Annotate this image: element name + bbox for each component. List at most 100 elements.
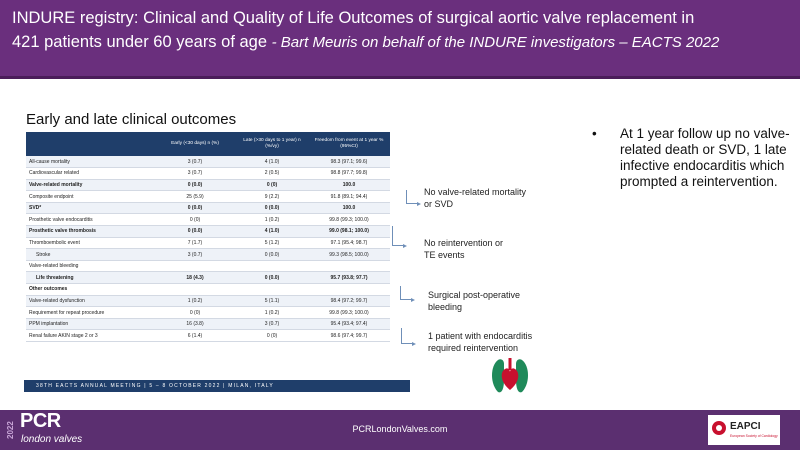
bracket-arrow [392, 226, 407, 248]
cell-early: 0 (0.0) [154, 225, 236, 238]
cell-late: 0 (0.0) [236, 202, 308, 215]
cell-early: 3 (0.7) [154, 248, 236, 261]
cell-freedom [308, 283, 390, 296]
annotation-note: No valve-related mortality or SVD [424, 186, 526, 210]
congress-banner: 38TH EACTS ANNUAL MEETING | 5 – 8 OCTOBE… [24, 380, 410, 392]
row-label: Prosthetic valve thrombosis [26, 225, 154, 238]
cell-freedom: 99.8 (99.3; 100.0) [308, 306, 390, 319]
cell-late: 1 (0.2) [236, 213, 308, 227]
embedded-slide: Early and late clinical outcomes Early (… [24, 108, 410, 392]
cell-freedom: 95.7 (93.8; 97.7) [308, 271, 390, 285]
header-title-line-1: INDURE registry: Clinical and Quality of… [12, 9, 695, 27]
table-row: SVD* 0 (0.0) 0 (0.0) 100.0 [26, 202, 390, 215]
table-row: Valve-related bleeding [26, 260, 390, 273]
table-header-row: Early (<30 days) n (%) Late (>30 days to… [26, 132, 390, 156]
cell-late: 0 (0) [236, 179, 308, 192]
table-row: Prosthetic valve endocarditis 0 (0) 1 (0.2… [26, 213, 390, 227]
cell-early: 16 (3.8) [154, 318, 236, 331]
cell-freedom [308, 260, 390, 273]
cell-early: 18 (4.3) [154, 271, 236, 285]
arrow-head-icon [417, 202, 421, 206]
table-row: Stroke 3 (0.7) 0 (0.0) 99.3 (98.5; 100.0) [26, 248, 390, 261]
row-label: Valve-related dysfunction [26, 295, 154, 308]
table-row: All-cause mortality 3 (0.7) 4 (1.0) 98.3 (9… [26, 156, 390, 169]
table-row: Cardiovascular related 3 (0.7) 2 (0.5) 98.8… [26, 167, 390, 180]
bracket-arrow [406, 190, 421, 206]
cell-late: 4 (1.0) [236, 225, 308, 238]
arrow-head-icon [412, 342, 416, 346]
eapci-logo-text: EAPCI [730, 421, 761, 432]
cell-early: 0 (0) [154, 213, 236, 227]
row-label: Composite endpoint [26, 190, 154, 203]
column-header [26, 132, 154, 156]
row-label: Cardiovascular related [26, 167, 154, 180]
annotation-note: No reintervention or TE events [424, 237, 503, 261]
cell-early: 0 (0) [154, 306, 236, 319]
note-line: required reintervention [428, 343, 519, 353]
row-label: Valve-related bleeding [26, 260, 154, 273]
row-label: Stroke [26, 248, 154, 261]
footer-bar: 2022 PCR london valves PCRLondonValves.c… [0, 410, 800, 450]
cell-early [154, 260, 236, 273]
cell-late [236, 283, 308, 296]
bracket-arrow [400, 286, 415, 302]
cell-freedom: 98.8 (97.7; 99.8) [308, 167, 390, 180]
arrow-head-icon [403, 244, 407, 248]
cell-freedom: 97.1 (95.4; 98.7) [308, 237, 390, 250]
slide-title: Early and late clinical outcomes [26, 111, 237, 128]
key-finding-bullet: • At 1 year follow up no valve-related d… [592, 126, 796, 190]
header-subtitle: - Bart Meuris on behalf of the INDURE in… [271, 34, 720, 51]
cell-early: 6 (1.4) [154, 329, 236, 342]
row-label: Valve-related mortality [26, 179, 154, 192]
table-row: Composite endpoint 25 (5.9) 9 (2.2) 91.8 (8… [26, 190, 390, 203]
cell-freedom: 99.3 (98.5; 100.0) [308, 248, 390, 261]
note-line: bleeding [428, 302, 463, 312]
cell-early: 3 (0.7) [154, 156, 236, 169]
row-label: Life threatening [26, 271, 154, 285]
cell-late: 9 (2.2) [236, 190, 308, 203]
cell-late: 0 (0.0) [236, 248, 308, 261]
cell-early: 0 (0.0) [154, 202, 236, 215]
table-row: Valve-related mortality 0 (0.0) 0 (0) 100.0 [26, 179, 390, 192]
row-label: Renal failure AKIN stage 2 or 3 [26, 329, 154, 342]
cell-late: 3 (0.7) [236, 318, 308, 331]
cell-freedom: 95.4 (93.4; 97.4) [308, 318, 390, 331]
pcr-logo: PCR [20, 410, 61, 432]
cell-late: 5 (1.2) [236, 237, 308, 250]
cell-late: 5 (1.1) [236, 295, 308, 308]
row-label: All-cause mortality [26, 156, 154, 169]
table-row: Prosthetic valve thrombosis 0 (0.0) 4 (1.0… [26, 225, 390, 238]
row-label: Other outcomes [26, 283, 154, 296]
note-line: No valve-related mortality [424, 187, 527, 197]
table-row: Other outcomes [26, 283, 390, 296]
bullet-text: At 1 year follow up no valve-related dea… [620, 126, 790, 189]
note-line: Surgical post-operative [428, 290, 521, 300]
eapci-logo: EAPCI European Society of Cardiology [708, 415, 780, 445]
row-label: Thromboembolic event [26, 237, 154, 250]
cell-late: 4 (1.0) [236, 156, 308, 169]
table-row: Life threatening 18 (4.3) 0 (0.0) 95.7 (93.… [26, 271, 390, 285]
header-title-text: 421 patients under 60 years of age [12, 33, 268, 51]
note-line: No reintervention or [424, 238, 504, 248]
cell-early: 25 (5.9) [154, 190, 236, 203]
column-header: Early (<30 days) n (%) [154, 132, 236, 156]
cell-late: 2 (0.5) [236, 167, 308, 180]
eapci-logo-subtitle: European Society of Cardiology [730, 434, 778, 438]
column-header: Freedom from event at 1 year % (95%CI) [308, 132, 390, 156]
slide-header: INDURE registry: Clinical and Quality of… [0, 0, 800, 76]
cell-late: 0 (0) [236, 329, 308, 342]
cell-freedom: 99.8 (99.3; 100.0) [308, 213, 390, 227]
row-label: PPM implantation [26, 318, 154, 331]
heart-lungs-icon [492, 358, 528, 393]
cell-freedom: 98.6 (97.4; 99.7) [308, 329, 390, 342]
cell-late: 1 (0.2) [236, 306, 308, 319]
bracket-arrow [401, 328, 416, 346]
table-row: Requirement for repeat procedure 0 (0) 1 (… [26, 306, 390, 319]
cell-early: 1 (0.2) [154, 295, 236, 308]
footer-url: PCRLondonValves.com [352, 424, 448, 434]
bullet-icon: • [592, 126, 597, 141]
cell-early: 7 (1.7) [154, 237, 236, 250]
cell-late [236, 260, 308, 273]
cell-freedom: 100.0 [308, 202, 390, 215]
